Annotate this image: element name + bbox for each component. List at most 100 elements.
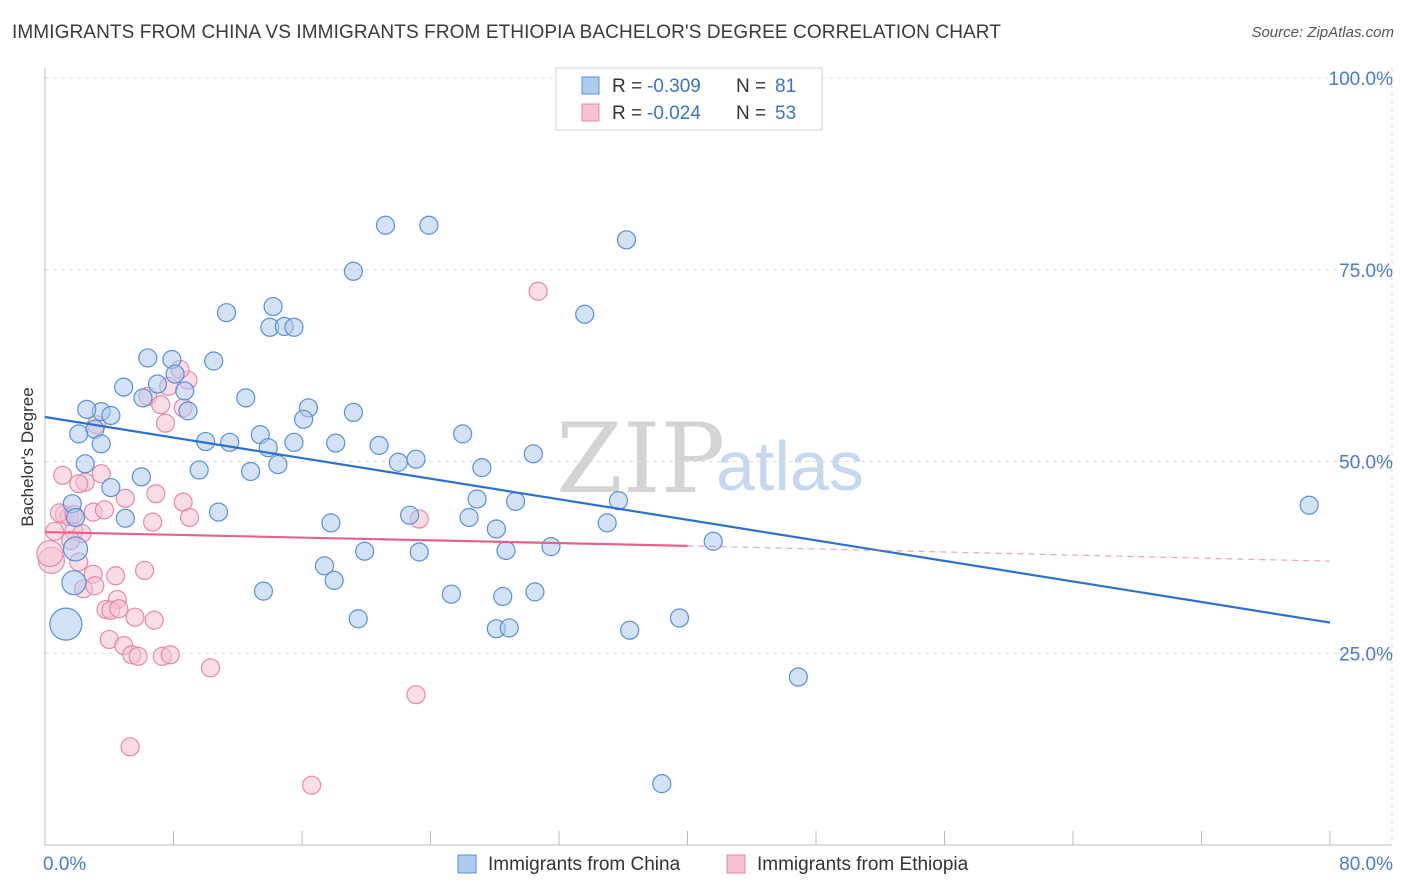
legend-ethiopia-n-label: N = [736,103,766,124]
china-point-62 [703,531,723,551]
y-tick-label-75: 75.0% [1339,261,1393,282]
china-point-72 [669,608,690,628]
china-point-9 [284,317,304,337]
legend: R = -0.309 N = 81 R = -0.024 N = 53 [555,67,823,131]
china-point-60 [496,540,516,561]
ethiopia-point-10 [91,464,111,484]
china-point-43 [388,452,408,472]
china-point-6 [216,303,237,323]
china-point-13 [165,364,185,384]
legend-china-n-value: 81 [775,76,796,97]
china-point-28 [91,434,111,454]
china-point-48 [115,508,135,528]
china-point-44 [406,449,426,469]
china-point-41 [241,461,261,482]
china-point-27 [69,424,89,444]
china-point-49 [208,502,229,522]
china-point-52 [459,507,479,528]
china-point-73 [61,570,87,596]
china-point-74 [49,607,83,641]
ethiopia-point-12 [115,488,135,508]
china-point-69 [348,609,368,629]
ethiopia-point-45 [200,658,221,678]
legend-ethiopia-r-value: -0.024 [647,103,701,124]
china-point-45 [523,444,543,464]
china-point-80 [472,458,492,478]
x-tick-label-0: 0.0% [43,854,86,875]
ethiopia-point-46 [406,685,426,705]
watermark: ZIP atlas [556,403,864,515]
china-point-34 [326,433,346,453]
china-point-3 [343,261,363,281]
x-tick-label-80: 80.0% [1339,854,1393,875]
ethiopia-point-44 [160,645,180,665]
china-point-16 [133,388,153,408]
legend-china-r-value: -0.309 [647,76,701,97]
china-point-77 [1299,495,1319,515]
ethiopia-point-30 [106,566,126,586]
china-point-36 [453,424,473,444]
china-point-39 [131,467,151,487]
ethiopia-series [36,281,548,795]
china-point-50 [321,513,341,533]
ethiopia-point-48 [302,775,322,795]
china-point-12 [204,351,224,371]
ethiopia-point-47 [120,737,140,757]
bottom-legend-swatch-ethiopia [726,854,746,874]
china-point-22 [178,401,198,421]
china-point-58 [355,541,375,561]
china-point-37 [75,454,95,474]
ethiopia-point-13 [146,484,166,504]
y-tick-label-25: 25.0% [1339,644,1393,665]
china-point-54 [486,519,506,539]
ethiopia-point-42 [128,646,148,666]
china-point-78 [499,618,519,638]
ethiopia-point-38 [144,610,164,630]
china-point-5 [263,296,283,317]
china-point-35 [369,435,389,455]
ethiopia-point-4 [151,395,171,415]
china-point-51 [400,505,420,525]
china-point-0 [375,215,396,235]
x-axis-ticks: 0.0% 80.0% [43,854,1393,875]
y-axis-ticks: 25.0% 50.0% 75.0% 100.0% [1329,69,1394,665]
ethiopia-point-51 [109,599,129,619]
china-point-10 [138,348,158,368]
ethiopia-point-52 [36,539,64,568]
axes [44,68,1392,846]
china-point-33 [284,432,304,452]
watermark-atlas: atlas [716,427,864,505]
legend-ethiopia-n-value: 53 [775,103,796,124]
china-point-64 [324,570,344,590]
ethiopia-point-8 [53,465,73,485]
china-series [49,215,1319,794]
ethiopia-point-32 [85,576,105,596]
china-point-2 [616,230,637,250]
china-point-76 [652,774,672,794]
china-point-66 [441,584,461,604]
china-point-65 [253,581,274,601]
china-point-79 [506,491,526,511]
bottom-legend-swatch-china [457,854,477,874]
china-point-40 [189,460,209,480]
china-point-18 [236,388,256,408]
legend-swatch-china [581,76,600,95]
china-point-63 [314,556,335,576]
china-point-57 [62,536,89,562]
china-trend-line [44,415,1331,624]
china-point-68 [525,582,545,602]
china-point-24 [343,402,363,423]
china-point-75 [788,667,808,687]
y-tick-label-100: 100.0% [1329,69,1394,90]
china-point-14 [147,374,168,394]
china-point-42 [268,454,288,475]
ethiopia-point-11 [69,474,89,494]
bottom-legend-china-label: Immigrants from China [488,854,681,875]
china-point-25 [294,409,314,429]
chart-title: IMMIGRANTS FROM CHINA VS IMMIGRANTS FROM… [12,22,1001,43]
watermark-zip: ZIP [556,403,725,515]
ethiopia-point-34 [134,560,155,581]
bottom-legend: Immigrants from China Immigrants from Et… [457,854,969,875]
china-point-20 [77,399,97,419]
